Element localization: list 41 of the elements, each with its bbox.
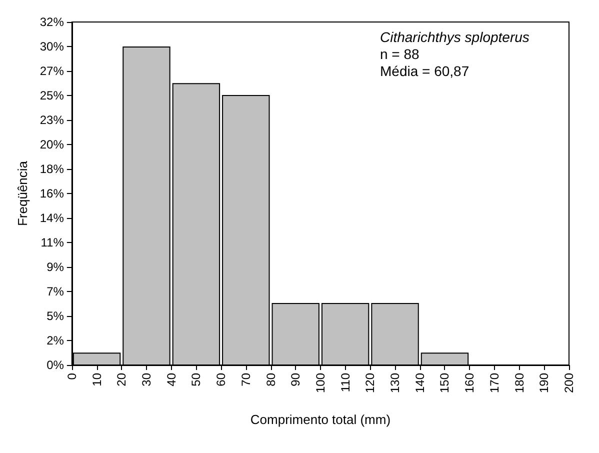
x-tick-label: 130 <box>388 372 402 394</box>
x-tick-label: 70 <box>238 372 253 386</box>
y-tick-label: 23% <box>40 112 64 127</box>
x-tick-label: 90 <box>288 372 303 386</box>
x-tick-label: 150 <box>438 372 452 394</box>
x-tick-label: 120 <box>363 372 378 394</box>
y-tick-label: 14% <box>40 210 64 225</box>
y-tick-label: 9% <box>46 260 64 274</box>
y-tick-label: 0% <box>46 358 64 372</box>
x-tick-label: 80 <box>264 372 278 386</box>
y-tick-label: 11% <box>40 236 64 250</box>
x-tick-label: 140 <box>412 372 427 394</box>
annotation: Citharichthys splopterus <box>380 29 530 45</box>
x-tick-label: 10 <box>90 372 104 386</box>
y-tick-label: 20% <box>40 138 64 152</box>
x-tick-label: 20 <box>114 372 129 386</box>
y-tick-label: 7% <box>46 284 64 298</box>
y-tick-label: 5% <box>46 308 64 323</box>
x-tick-label: 200 <box>562 372 576 394</box>
x-tick-label: 50 <box>189 372 204 386</box>
x-tick-label: 110 <box>338 372 352 392</box>
annotation: n = 88 <box>380 46 420 62</box>
x-tick-label: 170 <box>487 372 502 394</box>
x-tick-label: 60 <box>214 372 228 386</box>
y-tick-label: 2% <box>46 334 64 348</box>
x-axis-title: Comprimento total (mm) <box>250 412 391 427</box>
y-tick-label: 18% <box>40 162 64 176</box>
y-tick-label: 27% <box>40 64 64 78</box>
y-tick-label: 32% <box>40 15 64 29</box>
y-tick-label: 25% <box>40 88 64 103</box>
x-tick-label: 40 <box>164 372 178 386</box>
x-tick-label: 30 <box>139 372 154 386</box>
y-tick-label: 16% <box>40 186 64 200</box>
x-tick-label: 100 <box>313 372 328 394</box>
x-tick-label: 190 <box>537 372 552 394</box>
y-axis-title: Freqüência <box>15 160 30 226</box>
x-tick-label: 180 <box>512 372 526 394</box>
annotation: Média = 60,87 <box>380 63 470 79</box>
y-tick-label: 30% <box>40 39 64 54</box>
x-tick-label: 0 <box>64 372 79 380</box>
x-tick-label: 160 <box>462 372 477 394</box>
